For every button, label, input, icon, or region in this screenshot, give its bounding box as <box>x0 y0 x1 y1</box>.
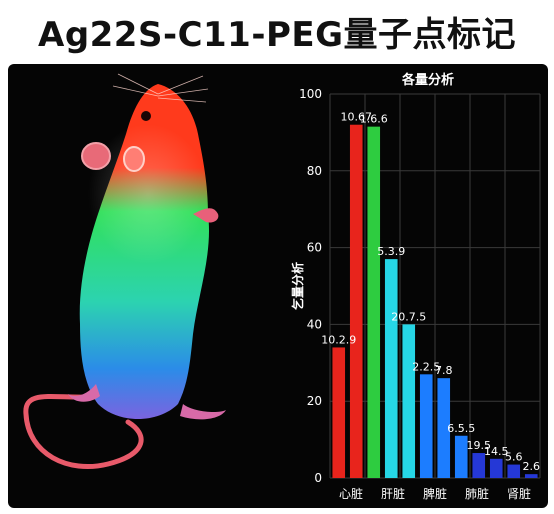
page-title: Ag22S-C11-PEG量子点标记 <box>38 14 516 55</box>
bar <box>349 124 363 478</box>
bar <box>384 259 398 478</box>
bar-value-label: 7.8 <box>435 364 453 377</box>
bars-layer <box>332 124 538 478</box>
bar <box>367 126 381 478</box>
bar-value-label: 2.2.5 <box>412 360 440 373</box>
bar <box>437 378 451 478</box>
bar <box>524 474 538 478</box>
bar <box>332 347 346 478</box>
mouse-front-paw <box>193 208 219 223</box>
bar <box>489 458 503 478</box>
y-axis-label: 乞量分析 <box>290 262 305 311</box>
bar <box>402 324 416 478</box>
bar-labels-layer: 10.2.9 10.671.6.6 5.3.9 20.7.5 2.2.57.8 6.5.5… <box>321 111 540 473</box>
bar-value-label: 1.6.6 <box>360 113 388 126</box>
bar-value-label: 10.2.9 <box>321 333 356 346</box>
y-tick-label: 0 <box>314 471 322 485</box>
x-category-label: 心脏 <box>339 486 363 501</box>
y-tick-label: 20 <box>307 394 322 408</box>
y-tick-labels: 0 20 40 60 80 100 <box>299 87 322 485</box>
y-tick-label: 80 <box>307 164 322 178</box>
mouse-ear <box>81 142 111 170</box>
y-tick-label: 60 <box>307 241 322 255</box>
x-category-label: 肺脏 <box>465 486 489 501</box>
bar <box>507 464 521 478</box>
mouse-hind-foot <box>180 404 226 420</box>
bar-chart: 各量分析 乞量分析 0 20 40 60 80 100 10.2.9 10.671.6.6 5… <box>290 72 541 501</box>
bar-value-label: 14.5 <box>484 445 509 458</box>
bar <box>419 374 433 478</box>
bar <box>454 435 468 478</box>
bar-value-label: 19.5 <box>467 439 492 452</box>
mouse-hind-foot-left <box>68 384 100 402</box>
figure-panel: 各量分析 乞量分析 0 20 40 60 80 100 10.2.9 10.67 1.6.6 5… <box>8 64 548 508</box>
y-tick-label: 100 <box>299 87 322 101</box>
x-category-label: 肝脏 <box>381 486 405 501</box>
bar <box>472 453 486 478</box>
bar-value-label: 20.7.5 <box>391 310 426 323</box>
grid-layer <box>329 93 541 479</box>
mouse-tail <box>23 391 144 470</box>
bar-value-label: 5.3.9 <box>377 245 405 258</box>
bar-value-label: 5.6 <box>505 451 523 464</box>
y-tick-label: 40 <box>307 317 322 331</box>
mouse-eye <box>141 111 151 121</box>
x-category-labels: 心脏 肝脏 脾脏 肺脏 肾脏 <box>339 486 531 501</box>
x-category-label: 肾脏 <box>507 486 531 501</box>
bar-value-label: 2.6 <box>523 460 541 473</box>
bar-value-label: 6.5.5 <box>447 422 475 435</box>
bar-value-label: 10.67 <box>341 111 373 124</box>
chart-title: 各量分析 <box>401 72 454 88</box>
mouse-fluorescence-image <box>23 73 226 470</box>
x-category-label: 脾脏 <box>423 486 447 501</box>
